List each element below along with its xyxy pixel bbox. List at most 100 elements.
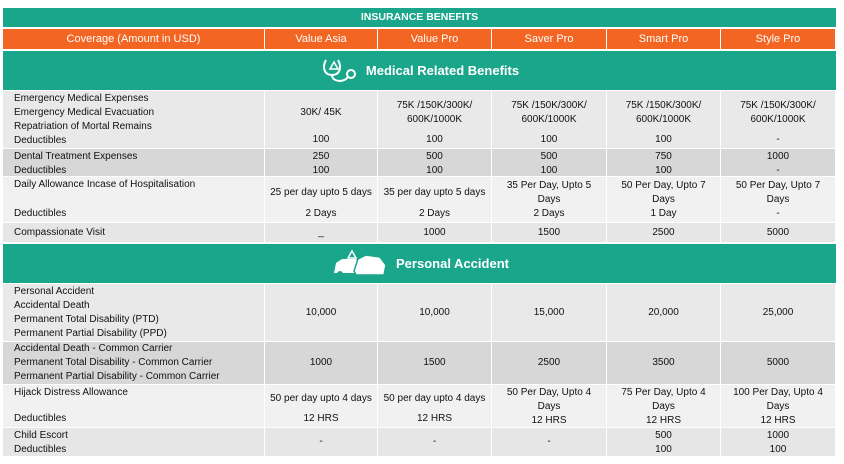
label-line: Permanent Partial Disability - Common Ca… [14,371,220,382]
value-cell: 15,000 [492,284,607,341]
benefit-row: Child Escort Deductibles - - -500 100 1000 100 [3,427,836,456]
spacer [14,192,260,207]
label-line: Deductibles [14,135,67,146]
cell-text: _ [318,226,324,238]
label-line: Compassionate Visit [14,226,105,238]
cell-text: 1000 [423,226,446,238]
value-cell: 35 Per Day, Upto 5 Days 2 Days [492,177,607,222]
cell-text: 1000 [766,151,790,162]
value-cell: 75K /150K/300K/ 600K/1000K 100 [607,91,721,148]
value-cell: 750 100 [607,149,721,176]
cell-text: 1500 [537,226,561,238]
value-cell: - [265,428,378,456]
value-cell: 75K /150K/300K/ 600K/1000K 100 [378,91,492,148]
cell-text: 250 [312,151,330,162]
cell-text: 50 Per Day, Upto 7 Days [621,179,706,205]
cell-text: 2500 [652,226,675,238]
benefit-row: Emergency Medical Expenses Emergency Medi… [3,90,836,148]
cell-text: 500 [655,430,672,441]
cell-text: 50 Per Day, Upto 4 Days [506,387,592,412]
cell-text: 100 [312,134,330,145]
value-cell: 50 Per Day, Upto 7 Days 1 Day [607,177,721,222]
section-title: Personal Accident [396,256,509,271]
label-line: Repatriation of Mortal Remains [14,121,152,132]
column-header: Coverage (Amount in USD) [3,29,265,49]
cell-text: 50 Per Day, Upto 7 Days [735,179,821,205]
row-label: Accidental Death - Common Carrier Permane… [3,342,265,384]
cell-text: 100 [426,165,443,176]
label-line: Dental Treatment Expenses [14,151,138,162]
row-label: Compassionate Visit [3,223,265,242]
cell-text: 75K /150K/300K/ 600K/1000K [511,99,587,125]
benefit-row: Daily Allowance Incase of Hospitalisatio… [3,176,836,222]
label-line: Emergency Medical Expenses [14,93,149,104]
label-line: Deductibles [14,208,67,219]
cell-text: 75K /150K/300K/ 600K/1000K [625,99,702,125]
section-header: Personal Accident [3,244,836,283]
cell-text: 50 per day upto 4 days [383,393,486,404]
value-cell: 2500 [492,342,607,384]
cell-text: - [319,436,323,447]
cell-text: - [776,208,780,219]
value-cell: _ [265,223,378,242]
value-cell: - [378,428,492,456]
value-cell: 1500 [492,223,607,242]
cell-text: 100 Per Day, Upto 4 Days [733,387,823,412]
cell-text: 12 HRS [531,415,567,426]
cell-text: 15,000 [533,306,565,318]
cell-text: 35 per day upto 5 days [383,186,486,198]
value-cell: 500 100 [492,149,607,176]
benefit-row: Hijack Distress Allowance Deductibles 50 p… [3,384,836,427]
cell-text: 5000 [766,357,790,368]
label-line: Accidental Death - Common Carrier [14,343,173,354]
cell-text: 5000 [766,226,790,238]
value-cell: 35 per day upto 5 days 2 Days [378,177,492,222]
cell-text: 1000 [309,357,333,368]
value-cell: 500 100 [378,149,492,176]
value-cell: 1000 [265,342,378,384]
cell-text: 1 Day [650,208,677,219]
value-cell: 5000 [721,342,836,384]
cell-text: 2 Days [533,208,565,219]
table-title: INSURANCE BENEFITS [3,8,836,27]
label-line: Emergency Medical Evacuation [14,107,155,118]
cell-text: 2 Days [418,208,451,219]
cell-text: 12 HRS [416,413,452,424]
value-cell: 75K /150K/300K/ 600K/1000K - [721,91,836,148]
column-header: Saver Pro [492,29,607,49]
value-cell: 500 100 [607,428,721,456]
label-line: Child Escort [14,430,68,441]
benefit-row: Compassionate Visit _ 1000 1500 2500 5000 [3,222,836,242]
cell-text: - [776,165,780,176]
cell-text: 1000 [766,430,790,441]
label-line: Hijack Distress Allowance [14,387,128,398]
label-line: Deductibles [14,444,67,455]
value-cell: 20,000 [607,284,721,341]
value-cell: - [492,428,607,456]
value-cell: 50 per day upto 4 days 12 HRS [378,385,492,427]
value-cell: 1000 - [721,149,836,176]
cell-text: 100 [426,134,443,145]
row-label: Daily Allowance Incase of Hospitalisatio… [3,177,265,222]
cell-text: 12 HRS [645,415,681,426]
car-icon [334,248,387,277]
column-header: Value Asia [265,29,378,49]
value-cell: 1500 [378,342,492,384]
cell-text: 100 [312,165,330,176]
column-header: Style Pro [721,29,836,49]
value-cell: 5000 [721,223,836,242]
medical-icon [322,59,356,82]
column-headers: Coverage (Amount in USD) Value Asia Value … [3,29,836,49]
label-line: Permanent Total Disability - Common Carr… [14,357,213,368]
row-label: Child Escort Deductibles [3,428,265,456]
cell-text: 100 [769,444,787,455]
cell-text: 20,000 [648,306,679,318]
value-cell: 1000 100 [721,428,836,456]
benefit-row: Dental Treatment Expenses Deductibles 250 1… [3,148,836,176]
row-label: Dental Treatment Expenses Deductibles [3,149,265,176]
label-line: Deductibles [14,165,67,176]
label-line: Deductibles [14,413,67,424]
cell-text: 3500 [652,357,675,368]
value-cell: 10,000 [378,284,492,341]
cell-text: 500 [540,151,558,162]
